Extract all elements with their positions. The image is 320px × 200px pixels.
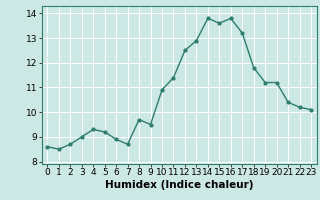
X-axis label: Humidex (Indice chaleur): Humidex (Indice chaleur): [105, 180, 253, 190]
